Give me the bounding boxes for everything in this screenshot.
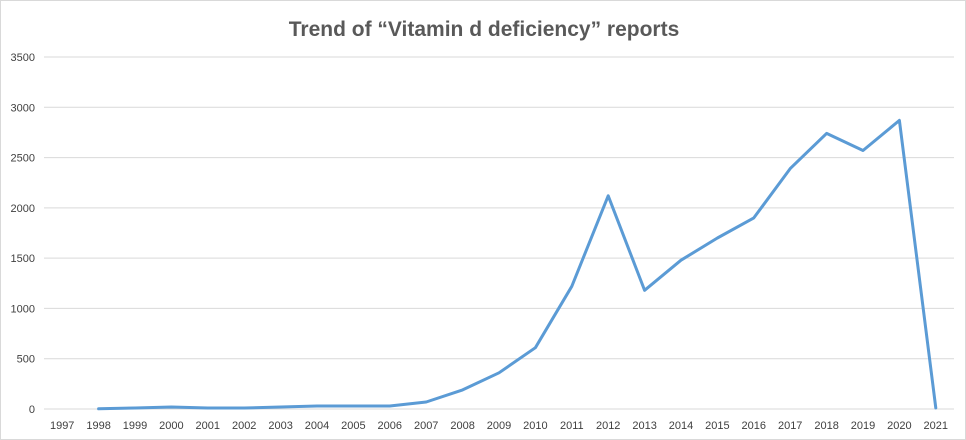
- x-tick-label: 2020: [887, 420, 911, 432]
- x-axis-ticks: 1997 1998 1999 2000 2001 2002 2003 2004 2005 2006…: [50, 420, 948, 432]
- x-tick-label: 2002: [232, 420, 256, 432]
- series-group: [97, 118, 938, 411]
- x-tick-label: 2014: [669, 420, 693, 432]
- y-tick-label: 2000: [11, 203, 35, 215]
- x-tick-label: 2000: [159, 420, 183, 432]
- x-tick-label: 2009: [487, 420, 511, 432]
- y-tick-label: 500: [17, 354, 35, 366]
- x-tick-label: 2001: [196, 420, 220, 432]
- x-tick-label: 2004: [305, 420, 329, 432]
- x-tick-label: 2010: [523, 420, 547, 432]
- x-tick-label: 2019: [851, 420, 875, 432]
- x-tick-label: 2013: [632, 420, 656, 432]
- x-tick-label: 2003: [268, 420, 292, 432]
- x-tick-label: 2021: [924, 420, 948, 432]
- x-tick-label: 1998: [86, 420, 110, 432]
- chart-title: Trend of “Vitamin d deficiency” reports: [289, 18, 680, 41]
- x-tick-label: 2006: [378, 420, 402, 432]
- x-tick-label: 1997: [50, 420, 74, 432]
- y-tick-label: 0: [29, 404, 35, 416]
- y-axis-ticks: 0 500 1000 1500 2000 2500 3000 3500: [11, 52, 35, 416]
- y-tick-label: 2500: [11, 153, 35, 165]
- y-tick-label: 3000: [11, 102, 35, 114]
- x-tick-label: 2005: [341, 420, 365, 432]
- x-tick-label: 2015: [705, 420, 729, 432]
- x-tick-label: 2007: [414, 420, 438, 432]
- gridlines: [44, 56, 954, 410]
- x-tick-label: 2011: [560, 420, 584, 432]
- x-tick-label: 2016: [742, 420, 766, 432]
- x-tick-label: 1999: [123, 420, 147, 432]
- y-tick-label: 1500: [11, 253, 35, 265]
- x-tick-label: 2012: [596, 420, 620, 432]
- y-tick-label: 1000: [11, 303, 35, 315]
- x-tick-label: 2018: [814, 420, 838, 432]
- x-tick-label: 2017: [778, 420, 802, 432]
- y-tick-label: 3500: [11, 52, 35, 64]
- series-line: [97, 118, 938, 411]
- x-tick-label: 2008: [450, 420, 474, 432]
